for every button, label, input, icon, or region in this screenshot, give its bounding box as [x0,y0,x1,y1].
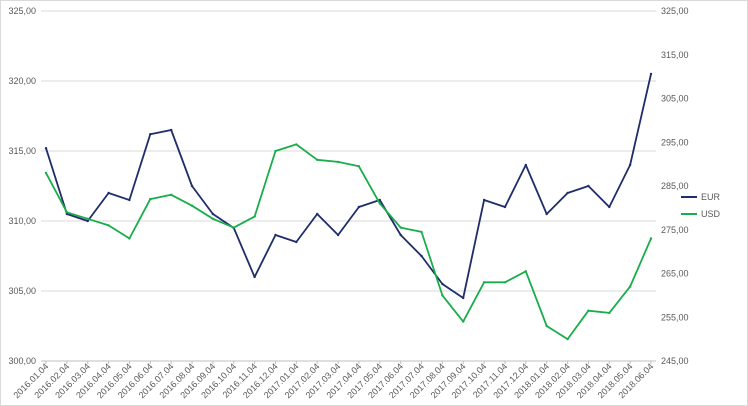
data-point-usd [44,171,48,175]
data-point-eur [462,296,465,300]
data-point-usd [170,193,173,196]
data-point-usd [190,204,194,207]
data-point-eur [503,205,507,209]
data-point-eur [524,163,527,167]
data-point-eur [170,128,173,132]
data-point-usd [587,309,590,312]
right-y-tick-label: 295,00 [661,137,689,147]
data-point-eur [545,212,548,216]
data-point-usd [503,281,507,284]
right-y-tick-label: 305,00 [661,94,689,104]
data-point-usd [295,143,298,146]
data-point-usd [566,337,569,341]
left-y-tick-label: 315,00 [8,146,36,156]
data-point-eur [482,198,486,202]
data-point-eur [44,147,48,150]
data-point-usd [524,270,527,273]
data-point-usd [149,197,152,201]
left-y-tick-label: 310,00 [8,216,36,226]
data-point-usd [107,224,110,227]
data-point-eur [149,133,152,136]
series-line-usd [45,143,652,341]
right-y-tick-label: 265,00 [661,269,689,279]
right-y-tick-label: 245,00 [661,356,689,366]
data-point-usd [462,320,465,323]
data-point-eur [253,275,256,279]
data-point-eur [107,191,110,195]
legend-label-usd: USD [701,209,721,219]
data-point-eur [649,72,653,76]
data-point-eur [316,212,319,216]
data-point-eur [566,191,569,195]
left-y-axis: 300,00 305,00 310,00 315,00 320,00 325,00 [8,6,36,366]
data-point-usd [545,324,548,328]
data-point-eur [608,205,611,209]
data-point-usd [399,226,402,229]
right-y-tick-label: 275,00 [661,225,689,235]
data-point-usd [628,285,632,288]
data-point-usd [482,281,486,284]
data-point-usd [441,294,444,297]
data-point-eur [211,212,215,216]
data-point-eur [587,184,590,188]
right-y-tick-label: 255,00 [661,312,689,322]
left-y-tick-label: 325,00 [8,6,36,16]
data-point-usd [65,211,69,214]
data-point-eur [336,233,340,237]
data-point-usd [336,160,340,164]
right-y-tick-label: 285,00 [661,181,689,191]
data-point-eur [295,240,298,244]
data-point-eur [399,233,402,237]
data-point-usd [232,226,235,229]
data-point-usd [211,217,215,220]
left-y-tick-label: 300,00 [8,356,36,366]
data-point-eur [128,198,131,202]
data-point-usd [316,158,319,161]
data-point-eur [274,233,277,237]
series-line-eur [45,73,652,299]
data-point-usd [357,165,361,168]
data-point-eur [357,205,361,209]
data-point-eur [441,282,444,286]
data-point-usd [253,215,256,218]
data-point-eur [190,184,194,188]
data-point-eur [420,254,423,258]
legend-label-eur: EUR [701,192,721,202]
left-y-tick-label: 320,00 [8,76,36,86]
data-point-usd [649,237,653,240]
data-point-eur [86,219,89,223]
right-y-axis: 245,00 255,00 265,00 275,00 285,00 295,00 305,… [661,6,689,366]
right-y-tick-label: 325,00 [661,6,689,16]
left-y-tick-label: 305,00 [8,286,36,296]
x-axis: 2016.01.042016.02.042016.03.042016.04.04… [11,360,656,400]
data-point-usd [420,230,423,234]
legend: EUR USD [681,192,721,219]
data-point-eur [628,163,632,167]
data-point-usd [274,149,277,153]
series-lines [44,72,653,341]
data-point-usd [128,237,131,240]
data-point-usd [378,202,381,205]
right-y-tick-label: 315,00 [661,50,689,60]
data-point-usd [608,311,611,315]
data-point-usd [86,217,89,220]
